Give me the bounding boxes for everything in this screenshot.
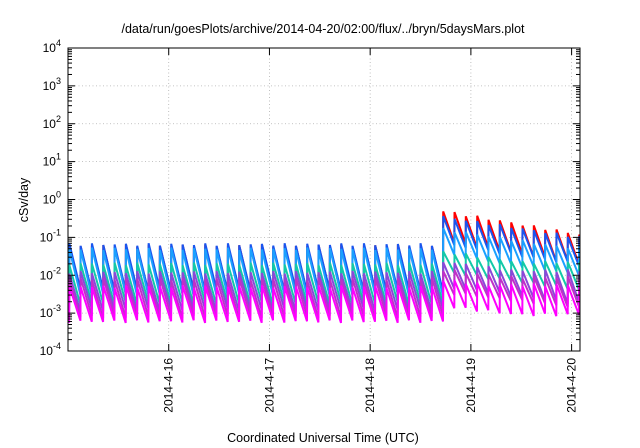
y-tick-label-base: 10 — [43, 41, 57, 55]
x-tick-label: 2014-4-20 — [565, 358, 579, 413]
x-tick-label: 2014-4-16 — [162, 358, 176, 413]
y-tick-label-exponent: -3 — [53, 303, 61, 313]
plot-frame — [67, 47, 581, 352]
axis-ticks — [68, 47, 580, 352]
y-tick-label-exponent: -4 — [53, 341, 61, 351]
y-tick-label-exponent: 2 — [56, 114, 61, 124]
y-tick-label: 100 — [43, 190, 61, 207]
y-axis-label: cSv/day — [17, 177, 31, 222]
y-tick-label-exponent: 1 — [56, 152, 61, 162]
y-tick-label-exponent: 0 — [56, 190, 61, 200]
y-tick-label-base: 10 — [40, 344, 54, 358]
y-tick-label: 10-2 — [40, 265, 61, 282]
x-tick-label: 2014-4-19 — [464, 358, 478, 413]
y-tick-label-base: 10 — [40, 306, 54, 320]
y-tick-label-exponent: 4 — [56, 38, 61, 48]
y-tick-label-base: 10 — [43, 155, 57, 169]
series-layer — [68, 211, 580, 324]
x-axis-label: Coordinated Universal Time (UTC) — [227, 431, 419, 445]
chart-title: /data/run/goesPlots/archive/2014-04-20/0… — [121, 22, 525, 36]
y-tick-label-base: 10 — [40, 268, 54, 282]
y-tick-label-base: 10 — [43, 193, 57, 207]
y-tick-label: 102 — [43, 114, 61, 131]
y-tick-label: 10-4 — [40, 341, 61, 358]
y-tick-label-exponent: -2 — [53, 265, 61, 275]
x-tick-label: 2014-4-17 — [262, 358, 276, 413]
y-tick-label-base: 10 — [40, 230, 54, 244]
y-tick-label: 103 — [43, 76, 61, 93]
y-tick-label-base: 10 — [43, 117, 57, 131]
y-tick-label-exponent: 3 — [56, 76, 61, 86]
series-line — [68, 279, 580, 324]
y-tick-label-base: 10 — [43, 79, 57, 93]
y-tick-label: 104 — [43, 38, 61, 55]
y-tick-label: 101 — [43, 152, 61, 169]
x-tick-labels: 2014-4-16 2014-4-17 2014-4-18 2014-4-19 2014… — [162, 358, 579, 413]
y-tick-label: 10-1 — [40, 227, 61, 244]
x-tick-label: 2014-4-18 — [363, 358, 377, 413]
y-tick-label-exponent: -1 — [53, 227, 61, 237]
y-tick-label: 10-3 — [40, 303, 61, 320]
